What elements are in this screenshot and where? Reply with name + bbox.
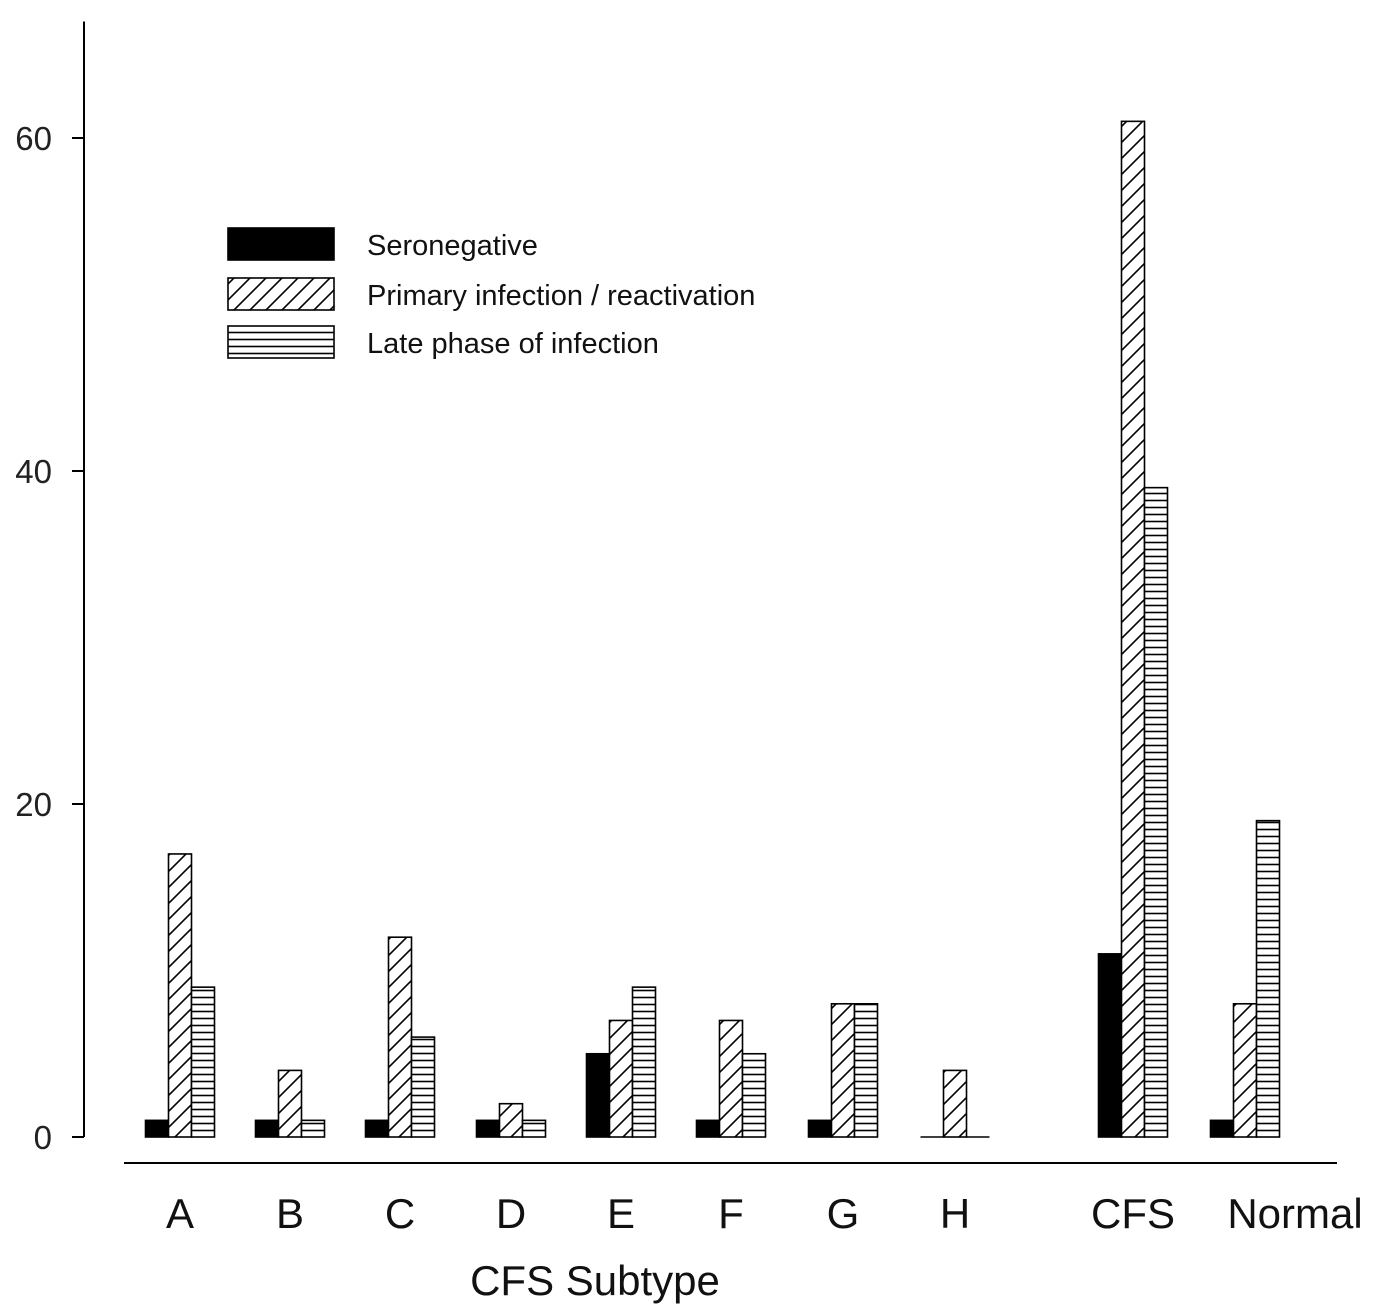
bar-c-series-2 — [387, 936, 413, 1138]
bar-group-g — [807, 1002, 879, 1138]
bar-group-c — [364, 936, 436, 1138]
bar-f-series-3 — [741, 1052, 767, 1138]
bar-e-series-3 — [631, 986, 657, 1138]
bar-f-series-1 — [695, 1119, 721, 1138]
bar-e-series-1 — [585, 1052, 611, 1138]
bar-d-series-1 — [475, 1119, 501, 1138]
bars — [144, 120, 1281, 1138]
bar-normal-series-3 — [1255, 819, 1281, 1138]
category-label: E — [607, 1190, 635, 1237]
bar-g-series-1 — [807, 1119, 833, 1138]
axes: 0 20 40 60 — [15, 21, 1337, 1164]
bar-cfs-series-1 — [1097, 953, 1123, 1138]
bar-normal-series-2 — [1232, 1002, 1258, 1138]
legend: Seronegative Primary infection / reactiva… — [227, 227, 755, 360]
bar-c-series-1 — [364, 1119, 390, 1138]
bar-d-series-2 — [498, 1102, 524, 1138]
y-tick-label: 40 — [15, 453, 52, 490]
y-tick-label: 60 — [15, 120, 52, 157]
bar-group-e — [585, 986, 657, 1138]
legend-swatch-series-3 — [227, 325, 335, 359]
category-label: Normal — [1227, 1190, 1362, 1237]
legend-label: Seronegative — [367, 230, 538, 262]
bar-d-series-3 — [521, 1119, 547, 1138]
category-label: CFS — [1091, 1190, 1175, 1237]
bar-e-series-2 — [608, 1019, 634, 1138]
bar-cfs-series-3 — [1143, 486, 1169, 1138]
category-label: H — [940, 1190, 970, 1237]
bar-cfs-series-2 — [1120, 120, 1146, 1138]
bar-group-d — [475, 1102, 547, 1138]
x-axis-label: CFS Subtype — [470, 1257, 720, 1304]
legend-swatch-series-1 — [227, 227, 335, 261]
bar-a-series-2 — [167, 853, 193, 1138]
bar-b-series-2 — [277, 1069, 303, 1138]
bar-normal-series-1 — [1209, 1119, 1235, 1138]
bar-c-series-3 — [410, 1036, 436, 1138]
category-label: G — [827, 1190, 860, 1237]
bar-a-series-1 — [144, 1119, 170, 1138]
bar-g-series-3 — [853, 1002, 879, 1138]
category-label: F — [718, 1190, 744, 1237]
bar-group-f — [695, 1019, 767, 1138]
bar-group-normal — [1209, 819, 1281, 1138]
y-tick-label: 0 — [34, 1119, 52, 1156]
bar-group-h — [920, 1069, 990, 1138]
bar-group-a — [144, 853, 216, 1138]
category-label: A — [166, 1190, 194, 1237]
legend-label: Primary infection / reactivation — [367, 280, 755, 312]
legend-label: Late phase of infection — [367, 328, 659, 360]
category-label: C — [385, 1190, 415, 1237]
bar-b-series-1 — [254, 1119, 280, 1138]
category-label: B — [276, 1190, 304, 1237]
bar-group-cfs — [1097, 120, 1169, 1138]
legend-swatch-series-2 — [227, 277, 335, 311]
category-label: D — [496, 1190, 526, 1237]
bar-group-b — [254, 1069, 326, 1138]
bar-b-series-3 — [300, 1119, 326, 1138]
bar-a-series-3 — [190, 986, 216, 1138]
category-labels: A B C D E F G H CFS Normal — [166, 1190, 1363, 1237]
bar-f-series-2 — [718, 1019, 744, 1138]
y-tick-label: 20 — [15, 786, 52, 823]
bar-g-series-2 — [830, 1002, 856, 1138]
bar-h-series-2 — [942, 1069, 968, 1138]
